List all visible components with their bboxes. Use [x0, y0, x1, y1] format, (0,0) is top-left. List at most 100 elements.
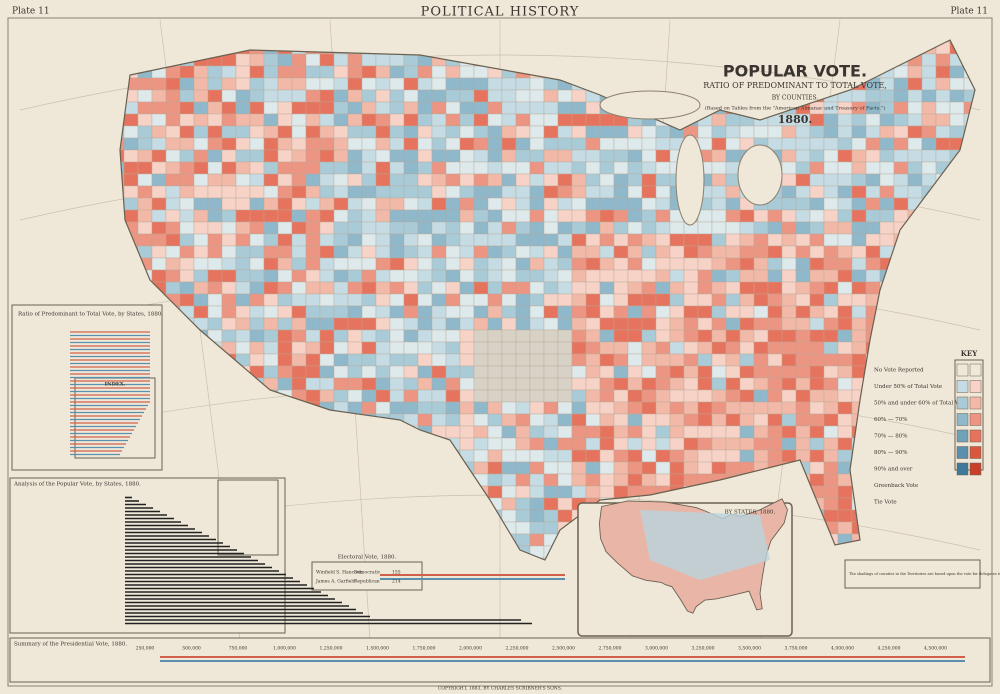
scale-label: 2,250,000	[506, 646, 529, 652]
county	[557, 365, 573, 379]
county	[319, 245, 335, 259]
electoral-cell: Winfield S. Hancock	[316, 570, 362, 576]
county	[375, 245, 391, 259]
county	[333, 221, 349, 235]
county	[501, 101, 517, 115]
county	[333, 77, 349, 91]
county	[935, 65, 951, 79]
county	[361, 389, 377, 403]
county	[571, 485, 587, 499]
county	[781, 209, 797, 223]
county	[711, 221, 727, 235]
county	[249, 77, 265, 91]
county	[473, 425, 489, 439]
key-row: Greenback Vote	[874, 483, 918, 489]
county	[851, 161, 867, 175]
county	[179, 101, 195, 115]
county	[543, 389, 559, 403]
county	[893, 149, 909, 163]
county	[557, 353, 573, 367]
county	[501, 137, 517, 151]
county	[823, 317, 839, 331]
county	[585, 197, 601, 211]
county	[669, 293, 685, 307]
county	[445, 77, 461, 91]
county	[515, 197, 531, 211]
county	[417, 113, 433, 127]
county	[893, 101, 909, 115]
county	[207, 137, 223, 151]
county	[697, 389, 713, 403]
county	[795, 329, 811, 343]
county	[333, 149, 349, 163]
county	[389, 149, 405, 163]
county	[823, 353, 839, 367]
county	[319, 113, 335, 127]
county	[711, 449, 727, 463]
county	[473, 281, 489, 295]
county	[613, 377, 629, 391]
county	[361, 329, 377, 343]
county	[459, 245, 475, 259]
county	[151, 113, 167, 127]
county	[529, 209, 545, 223]
county	[445, 413, 461, 427]
county	[193, 209, 209, 223]
county	[543, 185, 559, 199]
county	[235, 161, 251, 175]
county	[347, 245, 363, 259]
county	[221, 101, 237, 115]
county	[501, 149, 517, 163]
county	[767, 305, 783, 319]
county	[865, 137, 881, 151]
county	[753, 401, 769, 415]
county	[221, 257, 237, 271]
county	[501, 317, 517, 331]
county	[599, 353, 615, 367]
county	[445, 257, 461, 271]
county	[851, 293, 867, 307]
scale-label: 2,750,000	[599, 646, 622, 652]
county	[137, 89, 153, 103]
county	[319, 101, 335, 115]
county	[375, 389, 391, 403]
county	[837, 353, 853, 367]
county	[501, 245, 517, 259]
county	[263, 125, 279, 139]
county	[571, 377, 587, 391]
county	[333, 197, 349, 211]
county	[459, 257, 475, 271]
county	[767, 281, 783, 295]
county	[165, 101, 181, 115]
county	[487, 209, 503, 223]
county	[865, 257, 881, 271]
county	[711, 233, 727, 247]
county	[781, 437, 797, 451]
county	[865, 221, 881, 235]
county	[529, 377, 545, 391]
county	[333, 269, 349, 283]
county	[165, 197, 181, 211]
county	[501, 305, 517, 319]
county	[375, 305, 391, 319]
county	[893, 137, 909, 151]
county	[571, 365, 587, 379]
county	[795, 161, 811, 175]
county	[347, 89, 363, 103]
county	[277, 353, 293, 367]
county	[445, 377, 461, 391]
county	[795, 293, 811, 307]
county	[305, 341, 321, 355]
county	[823, 437, 839, 451]
county	[711, 185, 727, 199]
county	[193, 293, 209, 307]
county	[641, 329, 657, 343]
county	[655, 209, 671, 223]
county	[599, 149, 615, 163]
county	[347, 365, 363, 379]
county	[501, 269, 517, 283]
county	[235, 245, 251, 259]
county	[431, 293, 447, 307]
county	[907, 65, 923, 79]
county	[627, 401, 643, 415]
